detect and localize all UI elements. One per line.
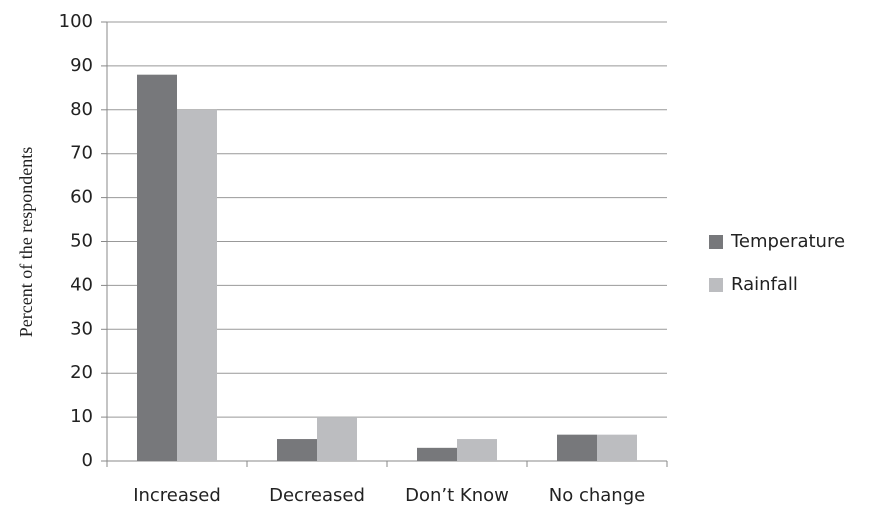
- x-tick-label: Decreased: [269, 485, 365, 506]
- y-axis-label: Percent of the respondents: [16, 147, 36, 337]
- y-tick-label: 30: [70, 318, 93, 339]
- y-tick-label: 100: [59, 11, 93, 32]
- legend-label: Temperature: [730, 231, 845, 252]
- x-tick-label: No change: [549, 485, 645, 506]
- y-tick-label: 40: [70, 274, 93, 295]
- bar: [277, 439, 317, 461]
- y-tick-label: 0: [82, 450, 93, 471]
- bar: [417, 447, 457, 461]
- bar: [457, 439, 497, 461]
- y-tick-label: 10: [70, 406, 93, 427]
- legend-swatch: [709, 278, 723, 292]
- legend-swatch: [709, 235, 723, 249]
- bar: [317, 417, 357, 461]
- y-tick-label: 70: [70, 143, 93, 164]
- bar: [137, 74, 177, 462]
- legend-label: Rainfall: [731, 274, 798, 295]
- y-tick-label: 90: [70, 55, 93, 76]
- x-tick-label: Don’t Know: [405, 485, 509, 506]
- bar: [597, 434, 637, 461]
- y-tick-label: 60: [70, 187, 93, 208]
- y-tick-label: 80: [70, 99, 93, 120]
- x-tick-label: Increased: [133, 485, 221, 506]
- bar: [177, 109, 217, 462]
- y-tick-label: 50: [70, 231, 93, 252]
- y-tick-label: 20: [70, 362, 93, 383]
- bar: [557, 434, 597, 461]
